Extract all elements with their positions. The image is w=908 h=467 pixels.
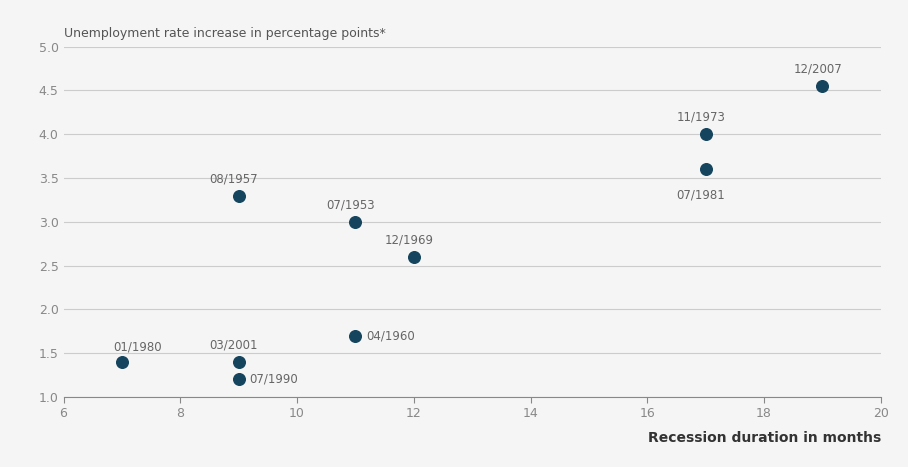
- Text: 07/1990: 07/1990: [249, 373, 298, 386]
- Point: [407, 253, 421, 261]
- Point: [348, 332, 362, 340]
- Text: 07/1981: 07/1981: [676, 189, 725, 202]
- Point: [232, 358, 246, 366]
- Text: 08/1957: 08/1957: [210, 172, 258, 185]
- Point: [698, 165, 713, 173]
- Point: [114, 358, 129, 366]
- Text: 03/2001: 03/2001: [210, 339, 258, 351]
- Text: 07/1953: 07/1953: [326, 198, 375, 211]
- Point: [232, 375, 246, 383]
- Text: 01/1980: 01/1980: [114, 340, 162, 353]
- X-axis label: Recession duration in months: Recession duration in months: [647, 432, 881, 446]
- Text: 12/2007: 12/2007: [794, 63, 842, 76]
- Text: 04/1960: 04/1960: [366, 329, 415, 342]
- Point: [698, 130, 713, 138]
- Point: [815, 82, 830, 90]
- Text: 12/1969: 12/1969: [385, 234, 434, 246]
- Point: [232, 192, 246, 199]
- Point: [348, 218, 362, 226]
- Text: Unemployment rate increase in percentage points*: Unemployment rate increase in percentage…: [64, 27, 385, 40]
- Text: 11/1973: 11/1973: [676, 111, 725, 124]
